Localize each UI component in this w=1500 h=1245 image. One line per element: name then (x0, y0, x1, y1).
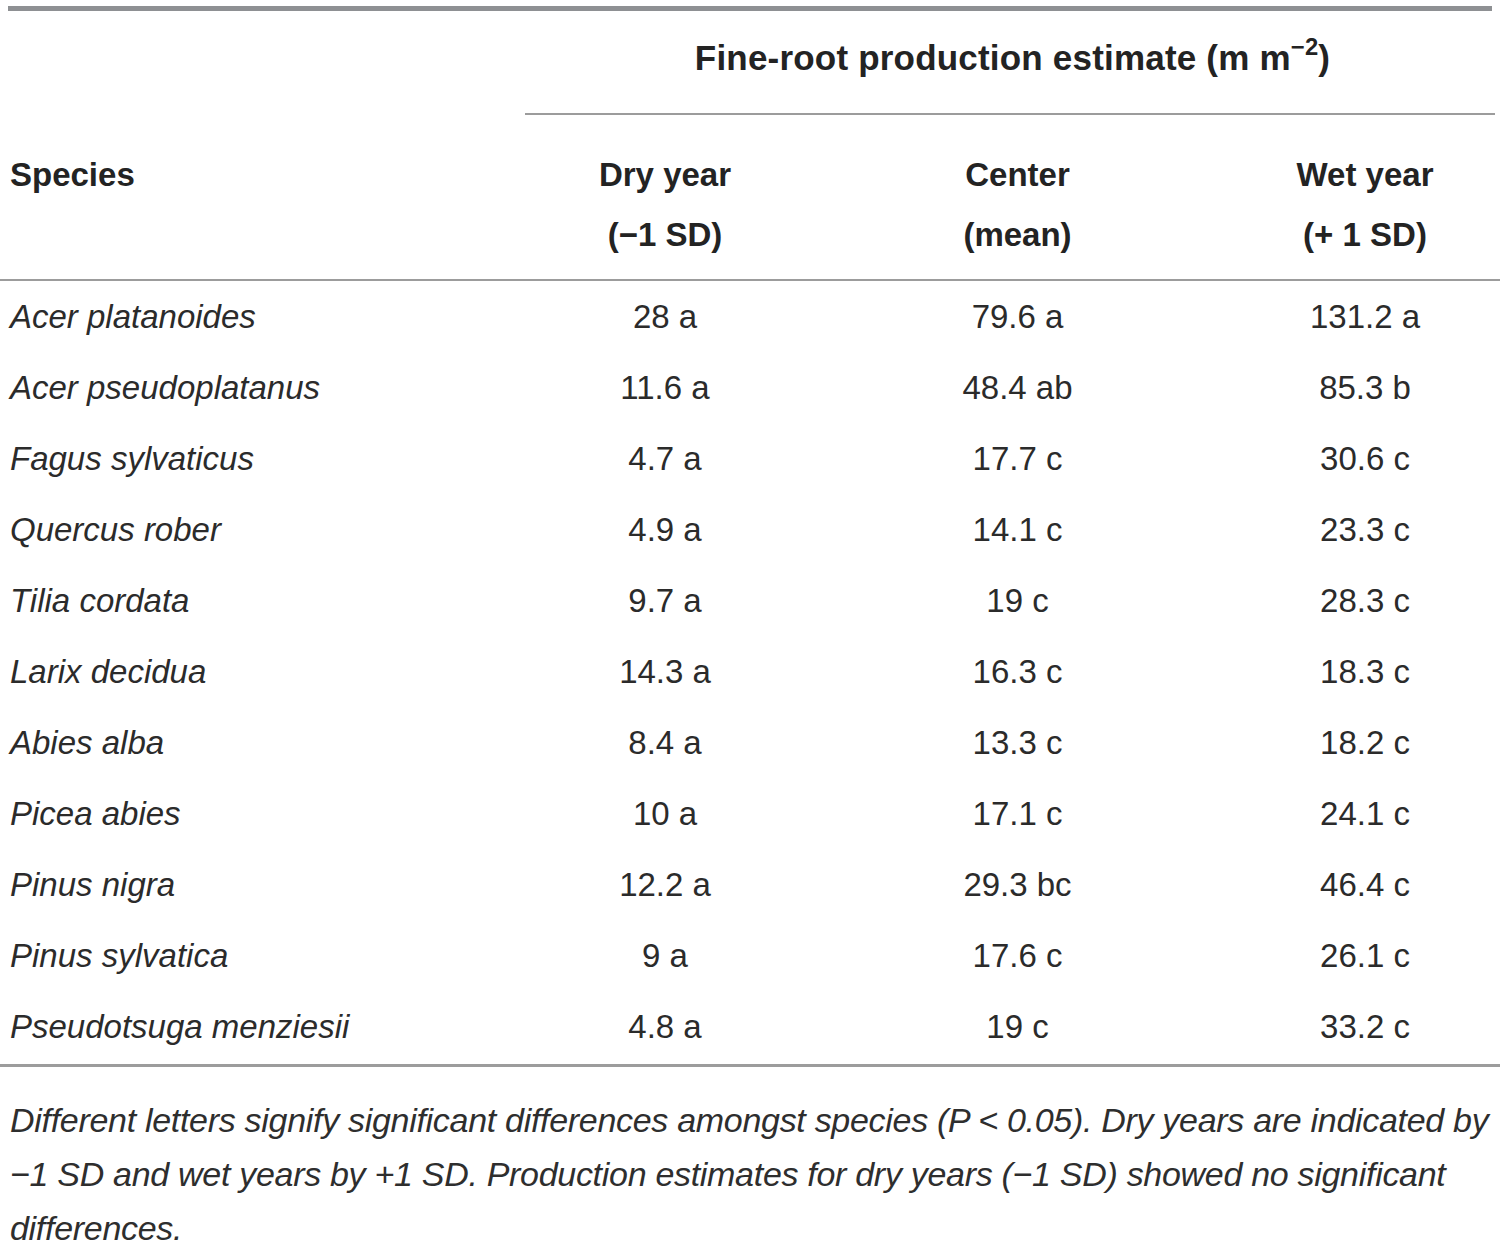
table-row: Pinus nigra12.2 a29.3 bc46.4 c (0, 849, 1500, 920)
wet-year-value-cell: 33.2 c (1230, 1008, 1500, 1046)
table-row: Picea abies10 a17.1 c24.1 c (0, 778, 1500, 849)
species-cell: Fagus sylvaticus (0, 440, 525, 478)
column-header-center-mean: Center (mean) (805, 145, 1230, 265)
dry-year-value-cell: 10 a (525, 795, 805, 833)
dry-year-value-cell: 11.6 a (525, 369, 805, 407)
species-cell: Larix decidua (0, 653, 525, 691)
dry-year-value-cell: 8.4 a (525, 724, 805, 762)
wet-year-value-cell: 85.3 b (1230, 369, 1500, 407)
species-cell: Pseudotsuga menziesii (0, 1008, 525, 1046)
column-header-species: Species (0, 145, 525, 265)
center-mean-value-cell: 29.3 bc (805, 866, 1230, 904)
species-cell: Acer pseudoplatanus (0, 369, 525, 407)
table-row: Pinus sylvatica9 a17.6 c26.1 c (0, 920, 1500, 991)
table-row: Quercus rober4.9 a14.1 c23.3 c (0, 494, 1500, 565)
dry-year-value-cell: 4.7 a (525, 440, 805, 478)
table-figure: Fine-root production estimate (m m−2) Sp… (0, 6, 1500, 1245)
spanned-header-close-paren: ) (1318, 38, 1330, 77)
spanned-column-header: Fine-root production estimate (m m−2) (525, 11, 1500, 79)
dry-year-value-cell: 4.9 a (525, 511, 805, 549)
wet-year-value-cell: 24.1 c (1230, 795, 1500, 833)
table-row: Pseudotsuga menziesii4.8 a19 c33.2 c (0, 991, 1500, 1062)
dry-year-value-cell: 14.3 a (525, 653, 805, 691)
spanned-header-text: Fine-root production estimate (m m (695, 38, 1291, 77)
wet-year-value-cell: 46.4 c (1230, 866, 1500, 904)
species-cell: Pinus nigra (0, 866, 525, 904)
center-mean-value-cell: 16.3 c (805, 653, 1230, 691)
center-mean-value-cell: 79.6 a (805, 298, 1230, 336)
column-header-dry-year-line2: (−1 SD) (525, 205, 805, 265)
center-mean-value-cell: 17.1 c (805, 795, 1230, 833)
wet-year-value-cell: 23.3 c (1230, 511, 1500, 549)
species-cell: Pinus sylvatica (0, 937, 525, 975)
species-cell: Tilia cordata (0, 582, 525, 620)
column-header-wet-year: Wet year (+ 1 SD) (1230, 145, 1500, 265)
center-mean-value-cell: 14.1 c (805, 511, 1230, 549)
center-mean-value-cell: 17.6 c (805, 937, 1230, 975)
center-mean-value-cell: 13.3 c (805, 724, 1230, 762)
column-header-row: Species Dry year (−1 SD) Center (mean) W… (0, 115, 1500, 265)
spanned-header-superscript: −2 (1291, 33, 1319, 60)
table-row: Tilia cordata9.7 a19 c28.3 c (0, 565, 1500, 636)
species-cell: Acer platanoides (0, 298, 525, 336)
dry-year-value-cell: 12.2 a (525, 866, 805, 904)
table-row: Acer platanoides28 a79.6 a131.2 a (0, 281, 1500, 352)
spanner-header-row: Fine-root production estimate (m m−2) (0, 11, 1500, 115)
column-header-center-line2: (mean) (805, 205, 1230, 265)
dry-year-value-cell: 4.8 a (525, 1008, 805, 1046)
species-cell: Abies alba (0, 724, 525, 762)
wet-year-value-cell: 18.2 c (1230, 724, 1500, 762)
spanner-underline-rule (525, 113, 1495, 115)
wet-year-value-cell: 28.3 c (1230, 582, 1500, 620)
species-cell: Picea abies (0, 795, 525, 833)
column-header-wet-year-line1: Wet year (1230, 145, 1500, 205)
dry-year-value-cell: 9 a (525, 937, 805, 975)
column-header-dry-year-line1: Dry year (525, 145, 805, 205)
species-cell: Quercus rober (0, 511, 525, 549)
dry-year-value-cell: 9.7 a (525, 582, 805, 620)
center-mean-value-cell: 17.7 c (805, 440, 1230, 478)
column-header-center-line1: Center (805, 145, 1230, 205)
column-header-wet-year-line2: (+ 1 SD) (1230, 205, 1500, 265)
table-footnote: Different letters signify significant di… (0, 1067, 1500, 1245)
column-header-dry-year: Dry year (−1 SD) (525, 145, 805, 265)
center-mean-value-cell: 19 c (805, 1008, 1230, 1046)
table-row: Fagus sylvaticus4.7 a17.7 c30.6 c (0, 423, 1500, 494)
table-row: Abies alba8.4 a13.3 c18.2 c (0, 707, 1500, 778)
table-body: Acer platanoides28 a79.6 a131.2 aAcer ps… (0, 281, 1500, 1062)
center-mean-value-cell: 48.4 ab (805, 369, 1230, 407)
table-row: Larix decidua14.3 a16.3 c18.3 c (0, 636, 1500, 707)
dry-year-value-cell: 28 a (525, 298, 805, 336)
center-mean-value-cell: 19 c (805, 582, 1230, 620)
table-row: Acer pseudoplatanus11.6 a48.4 ab85.3 b (0, 352, 1500, 423)
wet-year-value-cell: 26.1 c (1230, 937, 1500, 975)
wet-year-value-cell: 131.2 a (1230, 298, 1500, 336)
wet-year-value-cell: 30.6 c (1230, 440, 1500, 478)
wet-year-value-cell: 18.3 c (1230, 653, 1500, 691)
